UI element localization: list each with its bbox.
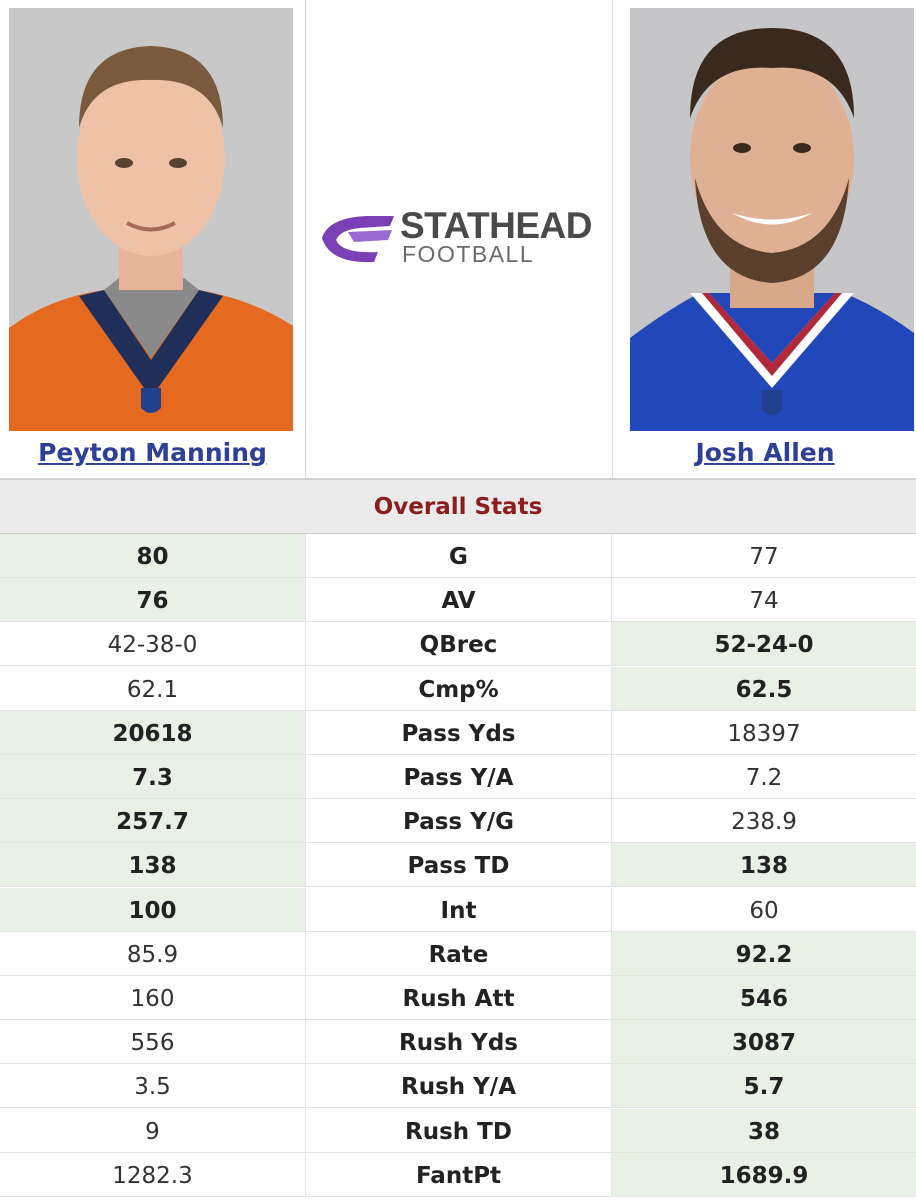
stat-label: Rush Y/A xyxy=(305,1064,612,1108)
comparison-header: Peyton Manning STATHEAD FOOTBALL xyxy=(0,0,916,478)
stat-row: 1282.3 FantPt 1689.9 xyxy=(0,1152,916,1197)
stat-row: 160 Rush Att 546 xyxy=(0,976,916,1020)
stat-row: 42-38-0 QBrec 52-24-0 xyxy=(0,622,916,667)
stat-row: 3.5 Rush Y/A 5.7 xyxy=(0,1064,916,1109)
stat-value-left: 42-38-0 xyxy=(0,622,305,666)
stat-label: Pass Y/G xyxy=(305,799,612,843)
stat-value-left: 138 xyxy=(0,843,305,887)
stat-value-right: 546 xyxy=(612,976,916,1019)
player-column-right: Josh Allen xyxy=(612,0,916,478)
stat-row: 7.3 Pass Y/A 7.2 xyxy=(0,755,916,799)
stat-label: Rush Yds xyxy=(305,1020,612,1064)
stat-value-left: 1282.3 xyxy=(0,1152,305,1196)
stat-row: 100 Int 60 xyxy=(0,887,916,932)
stat-value-right: 52-24-0 xyxy=(612,622,916,666)
stat-value-left: 100 xyxy=(0,887,305,931)
player-column-left: Peyton Manning xyxy=(0,0,306,478)
stat-label: Pass TD xyxy=(305,843,612,887)
stat-value-right: 5.7 xyxy=(612,1064,916,1108)
stat-value-right: 62.5 xyxy=(612,666,916,710)
stat-value-left: 76 xyxy=(0,578,305,622)
stat-value-left: 20618 xyxy=(0,710,305,754)
stat-label: QBrec xyxy=(305,622,612,666)
player-photo-right xyxy=(630,8,914,431)
stat-row: 257.7 Pass Y/G 238.9 xyxy=(0,799,916,844)
stat-value-left: 556 xyxy=(0,1020,305,1064)
stat-row: 85.9 Rate 92.2 xyxy=(0,931,916,976)
stat-label: Int xyxy=(305,887,612,931)
stat-value-left: 160 xyxy=(0,976,305,1019)
stat-row: 20618 Pass Yds 18397 xyxy=(0,710,916,755)
stat-label: Pass Y/A xyxy=(305,755,612,798)
logo-text-stathead: STATHEAD xyxy=(400,205,592,246)
stat-value-right: 238.9 xyxy=(612,799,916,843)
stat-value-right: 3087 xyxy=(612,1020,916,1064)
stat-value-right: 92.2 xyxy=(612,931,916,975)
stat-row: 556 Rush Yds 3087 xyxy=(0,1020,916,1065)
stat-value-right: 7.2 xyxy=(612,755,916,798)
stat-label: Rush TD xyxy=(305,1108,612,1152)
stat-row: 9 Rush TD 38 xyxy=(0,1108,916,1153)
stat-value-left: 80 xyxy=(0,534,305,577)
stat-value-right: 138 xyxy=(612,843,916,887)
stathead-football-logo[interactable]: STATHEAD FOOTBALL xyxy=(318,202,608,272)
stat-label: AV xyxy=(305,578,612,622)
stat-value-left: 7.3 xyxy=(0,755,305,798)
stat-value-right: 1689.9 xyxy=(612,1152,916,1196)
player-photo-left xyxy=(9,8,293,431)
stat-value-right: 77 xyxy=(612,534,916,577)
stat-label: G xyxy=(305,534,612,577)
stat-row: 80 G 77 xyxy=(0,534,916,578)
stat-value-right: 38 xyxy=(612,1108,916,1152)
stat-label: Pass Yds xyxy=(305,710,612,754)
stat-row: 76 AV 74 xyxy=(0,578,916,623)
stat-label: Cmp% xyxy=(305,666,612,710)
player-name-left-link[interactable]: Peyton Manning xyxy=(38,438,267,467)
stat-value-left: 9 xyxy=(0,1108,305,1152)
stat-row: 62.1 Cmp% 62.5 xyxy=(0,666,916,711)
stat-value-right: 60 xyxy=(612,887,916,931)
logo-text-football: FOOTBALL xyxy=(402,241,535,267)
stat-row: 138 Pass TD 138 xyxy=(0,843,916,888)
stathead-swoosh-icon xyxy=(322,216,394,263)
stat-value-left: 62.1 xyxy=(0,666,305,710)
stat-value-left: 3.5 xyxy=(0,1064,305,1108)
section-title-overall-stats: Overall Stats xyxy=(0,478,916,534)
stat-label: Rate xyxy=(305,931,612,975)
stat-label: FantPt xyxy=(305,1152,612,1196)
stat-label: Rush Att xyxy=(305,976,612,1019)
stat-value-right: 74 xyxy=(612,578,916,622)
stat-value-right: 18397 xyxy=(612,710,916,754)
stat-value-left: 85.9 xyxy=(0,931,305,975)
stat-value-left: 257.7 xyxy=(0,799,305,843)
player-name-right-link[interactable]: Josh Allen xyxy=(695,438,835,467)
